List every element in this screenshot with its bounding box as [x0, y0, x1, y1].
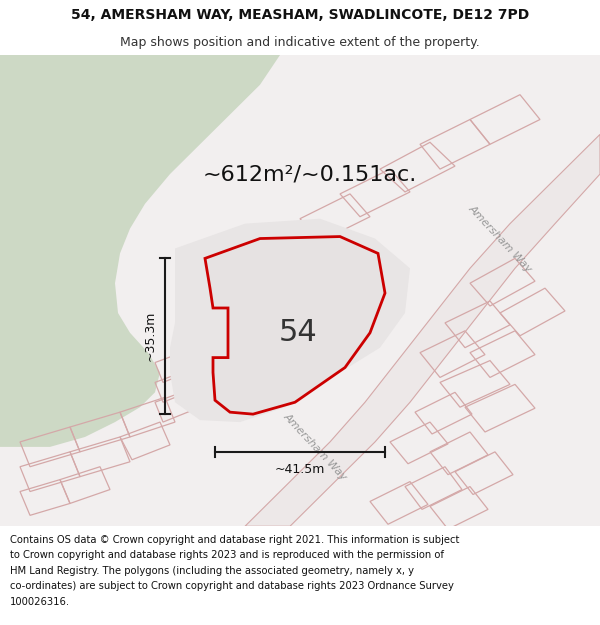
Polygon shape [170, 219, 410, 422]
Polygon shape [0, 55, 280, 447]
Polygon shape [205, 236, 385, 414]
Text: ~41.5m: ~41.5m [275, 463, 325, 476]
Text: 100026316.: 100026316. [10, 597, 70, 607]
Text: Amersham Way: Amersham Way [466, 203, 533, 274]
Text: 54, AMERSHAM WAY, MEASHAM, SWADLINCOTE, DE12 7PD: 54, AMERSHAM WAY, MEASHAM, SWADLINCOTE, … [71, 8, 529, 22]
Text: ~35.3m: ~35.3m [144, 311, 157, 361]
Text: Amersham Way: Amersham Way [281, 411, 349, 482]
Text: 54: 54 [278, 318, 317, 348]
Text: HM Land Registry. The polygons (including the associated geometry, namely x, y: HM Land Registry. The polygons (includin… [10, 566, 414, 576]
Polygon shape [245, 134, 600, 526]
Text: to Crown copyright and database rights 2023 and is reproduced with the permissio: to Crown copyright and database rights 2… [10, 550, 444, 560]
Text: co-ordinates) are subject to Crown copyright and database rights 2023 Ordnance S: co-ordinates) are subject to Crown copyr… [10, 581, 454, 591]
Text: ~612m²/~0.151ac.: ~612m²/~0.151ac. [203, 164, 417, 184]
Text: Map shows position and indicative extent of the property.: Map shows position and indicative extent… [120, 36, 480, 49]
Text: Contains OS data © Crown copyright and database right 2021. This information is : Contains OS data © Crown copyright and d… [10, 534, 459, 544]
